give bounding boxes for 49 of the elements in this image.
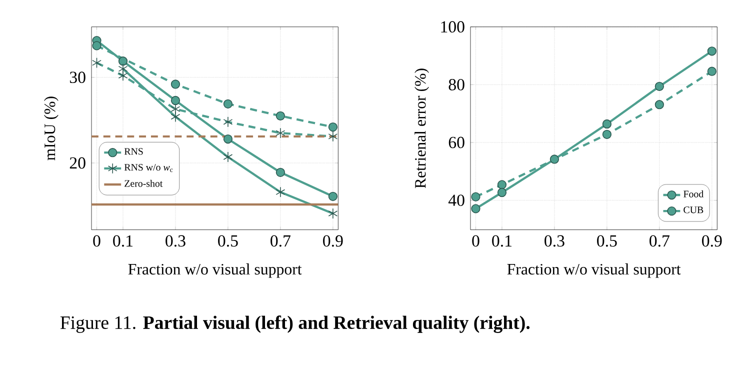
x-tick-label: 0.1 xyxy=(113,235,133,247)
x-tick-label: 0.3 xyxy=(544,235,564,247)
point xyxy=(170,96,180,106)
point xyxy=(328,122,338,132)
point xyxy=(707,66,716,76)
legend-label: Food xyxy=(684,190,704,198)
x-tick-label: 0 xyxy=(472,235,480,247)
x-tick-label: 0.9 xyxy=(323,235,343,247)
x-axis-title: Fraction w/o visual support xyxy=(128,263,302,278)
point xyxy=(471,192,480,202)
point xyxy=(602,119,612,129)
y-axis-title: mIoU (%) xyxy=(44,96,58,160)
legend-label: RNS w/o w$_{c}$ xyxy=(124,164,173,172)
y-tick-label: 80 xyxy=(448,79,464,90)
x-axis-title: Fraction w/o visual support xyxy=(507,263,681,278)
x-tick-label: 0.9 xyxy=(702,235,722,247)
point xyxy=(223,99,233,108)
point xyxy=(170,80,180,89)
point xyxy=(654,82,664,91)
y-tick-label: 20 xyxy=(70,157,86,169)
point xyxy=(276,111,286,120)
legend-label: Zero-shot xyxy=(124,180,163,187)
legend-label: CUB xyxy=(684,206,704,214)
x-tick-label: 0 xyxy=(93,235,100,247)
point xyxy=(118,56,128,66)
point xyxy=(328,192,338,201)
y-tick-label: 60 xyxy=(448,136,464,148)
x-tick-label: 0.1 xyxy=(492,235,512,247)
point xyxy=(707,46,716,56)
point xyxy=(497,180,507,190)
point xyxy=(497,188,507,198)
y-tick-label: 100 xyxy=(441,21,464,33)
x-tick-label: 0.3 xyxy=(166,235,186,247)
point xyxy=(550,154,560,164)
x-tick-label: 0.5 xyxy=(218,235,238,247)
point xyxy=(92,41,102,50)
point xyxy=(471,204,480,214)
caption: Figure 11. Partial visual (left) and Retrieval quality (right). xyxy=(60,316,530,333)
y-tick-label: 30 xyxy=(70,72,86,84)
point xyxy=(602,130,612,139)
x-tick-label: 0.7 xyxy=(270,235,290,247)
point xyxy=(223,134,233,144)
y-tick-label: 40 xyxy=(448,194,464,206)
legend-label: RNS xyxy=(124,148,143,155)
x-tick-label: 0.7 xyxy=(650,235,670,247)
y-axis-title: Retrienal error (%) xyxy=(414,68,429,188)
x-tick-label: 0.5 xyxy=(597,235,617,247)
point xyxy=(276,168,286,177)
point xyxy=(654,100,664,110)
